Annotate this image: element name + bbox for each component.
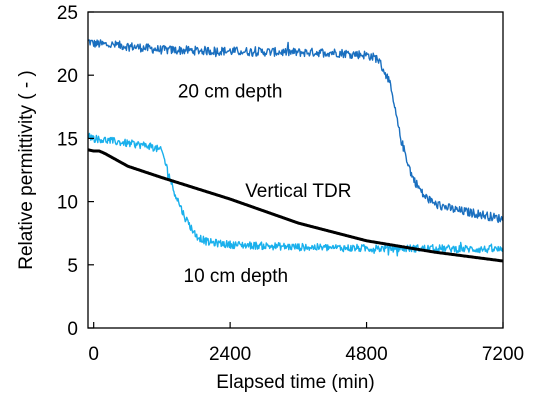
plot-frame [87, 11, 504, 329]
x-tick-label: 4800 [345, 344, 387, 365]
x-tick-label: 7200 [482, 344, 524, 365]
y-tick-label: 5 [67, 256, 78, 277]
y-tick-label: 25 [57, 3, 78, 24]
x-axis-title: Elapsed time (min) [216, 372, 374, 393]
y-tick-label: 0 [67, 319, 78, 340]
y-tick-label: 15 [57, 129, 78, 150]
annotation-label: 10 cm depth [184, 266, 289, 287]
y-tick-label: 20 [57, 66, 78, 87]
annotation-label: Vertical TDR [245, 181, 351, 202]
series-line-2 [87, 132, 504, 257]
plot-area [87, 39, 504, 263]
series-line-1 [87, 39, 504, 224]
x-tick-label: 2400 [209, 344, 251, 365]
annotation-label: 20 cm depth [178, 81, 283, 102]
y-axis-title: Relative permittivity ( - ) [16, 70, 37, 270]
annotations: 20 cm depth Vertical TDR 10 cm depth [178, 81, 352, 287]
series-line-3 [87, 148, 504, 263]
axis-ticks: 0 5 10 15 20 25 0 2400 4800 7200 [57, 3, 524, 365]
x-tick-label: 0 [88, 344, 99, 365]
y-tick-label: 10 [57, 193, 78, 214]
